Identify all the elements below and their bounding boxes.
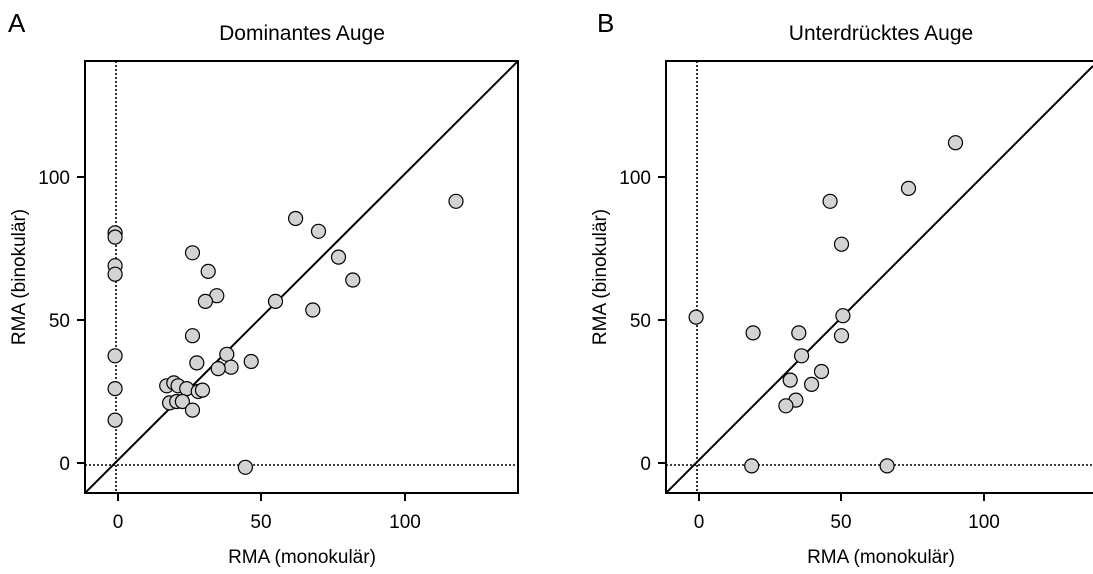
- panel-a: A Dominantes Auge 0 50 100 RMA (binokulä…: [8, 8, 519, 568]
- panel-a-y-axis-label: RMA (binokulär): [9, 209, 30, 345]
- panel-b-identity-line: [666, 65, 1093, 493]
- panel-a-data-point-35: [184, 402, 201, 418]
- panel-b-points: [688, 135, 964, 474]
- panel-a-data-point-22: [243, 353, 259, 370]
- panel-a-title: Dominantes Auge: [219, 22, 385, 45]
- panel-b-data-point-6: [822, 193, 838, 209]
- panel-a-data-point-8: [237, 459, 253, 475]
- panel-b-data-point-15: [782, 372, 798, 388]
- panel-a-data-point-2: [107, 229, 123, 245]
- panel-b-y-axis-label: RMA (binokulär): [590, 209, 611, 345]
- panel-a-data-point-11: [310, 223, 327, 239]
- panel-a-plot-frame: [84, 60, 519, 494]
- panel-a-letter: A: [8, 8, 26, 38]
- panel-b-xtick-label-50: 50: [830, 512, 851, 533]
- panel-b-xtick-label-100: 100: [968, 512, 1000, 533]
- panel-a-data-point-14: [305, 302, 321, 318]
- panel-b-y-axis: 0 50 100 RMA (binokulär): [590, 168, 666, 475]
- panel-a-ytick-label-100: 100: [38, 168, 70, 189]
- panel-a-data-point-13: [330, 249, 347, 265]
- panel-a-ytick-label-0: 0: [59, 454, 70, 475]
- panel-a-data-point-5: [107, 348, 123, 364]
- panel-a-data-point-31: [194, 382, 211, 398]
- panel-b-data-point-5: [900, 180, 917, 196]
- panel-a-data-point-20: [184, 328, 201, 344]
- panel-b: B Unterdrücktes Auge 0 50 100 RMA (binok…: [590, 8, 1093, 568]
- panel-a-ytick-label-50: 50: [49, 311, 70, 332]
- panel-b-data-point-2: [744, 458, 760, 474]
- panel-a-data-point-16: [184, 245, 201, 261]
- panel-a-data-point-6: [107, 381, 123, 397]
- panel-a-data-point-21: [219, 346, 235, 362]
- panel-a-data-point-12: [345, 272, 361, 288]
- panel-b-data-point-13: [813, 363, 830, 380]
- panel-a-identity-line: [85, 61, 518, 493]
- panel-b-data-point-1: [688, 309, 704, 325]
- panel-a-data-point-9: [448, 193, 464, 209]
- panel-b-xtick-label-0: 0: [694, 512, 705, 533]
- panel-b-ytick-label-100: 100: [619, 168, 651, 189]
- panel-a-data-point-7: [107, 412, 123, 428]
- panel-b-data-point-3: [879, 458, 895, 474]
- panel-a-data-point-15: [267, 293, 284, 309]
- panel-b-data-point-14: [803, 376, 820, 392]
- panel-b-data-point-4: [947, 135, 964, 151]
- panel-a-xtick-label-0: 0: [113, 512, 124, 533]
- panel-b-data-point-17: [778, 398, 794, 414]
- panel-a-data-point-17: [200, 263, 216, 279]
- panel-a-points: [107, 193, 464, 475]
- panel-a-y-axis: 0 50 100 RMA (binokulär): [9, 168, 85, 475]
- panel-b-data-point-9: [791, 325, 807, 341]
- panel-b-data-point-8: [745, 325, 761, 341]
- panel-a-data-point-24: [223, 359, 239, 375]
- panel-a-data-point-10: [288, 210, 304, 227]
- panel-b-data-point-7: [833, 236, 850, 252]
- panel-a-x-axis: 0 50 100 RMA (monokulär): [113, 493, 421, 568]
- panel-a-data-point-23: [189, 355, 205, 371]
- panel-a-data-point-19: [197, 293, 213, 309]
- panel-b-data-point-10: [835, 308, 851, 324]
- panel-b-letter: B: [597, 8, 614, 38]
- panel-a-xtick-label-50: 50: [250, 512, 271, 533]
- panel-b-ytick-label-0: 0: [640, 454, 651, 475]
- panel-a-xtick-label-100: 100: [389, 512, 421, 533]
- panel-a-data-point-4: [107, 266, 123, 282]
- panel-a-data-point-25: [210, 361, 226, 377]
- panel-b-data-point-12: [793, 348, 810, 364]
- panel-b-ytick-label-50: 50: [630, 311, 651, 332]
- panel-b-x-axis-label: RMA (monokulär): [807, 547, 955, 568]
- panel-b-x-axis: 0 50 100 RMA (monokulär): [694, 493, 1000, 568]
- panel-b-plot-frame: [665, 60, 1093, 494]
- panel-a-x-axis-label: RMA (monokulär): [228, 547, 376, 568]
- panel-b-data-point-11: [833, 328, 850, 344]
- panel-b-title: Unterdrücktes Auge: [789, 22, 973, 45]
- panel-a-data-point-34: [174, 393, 190, 410]
